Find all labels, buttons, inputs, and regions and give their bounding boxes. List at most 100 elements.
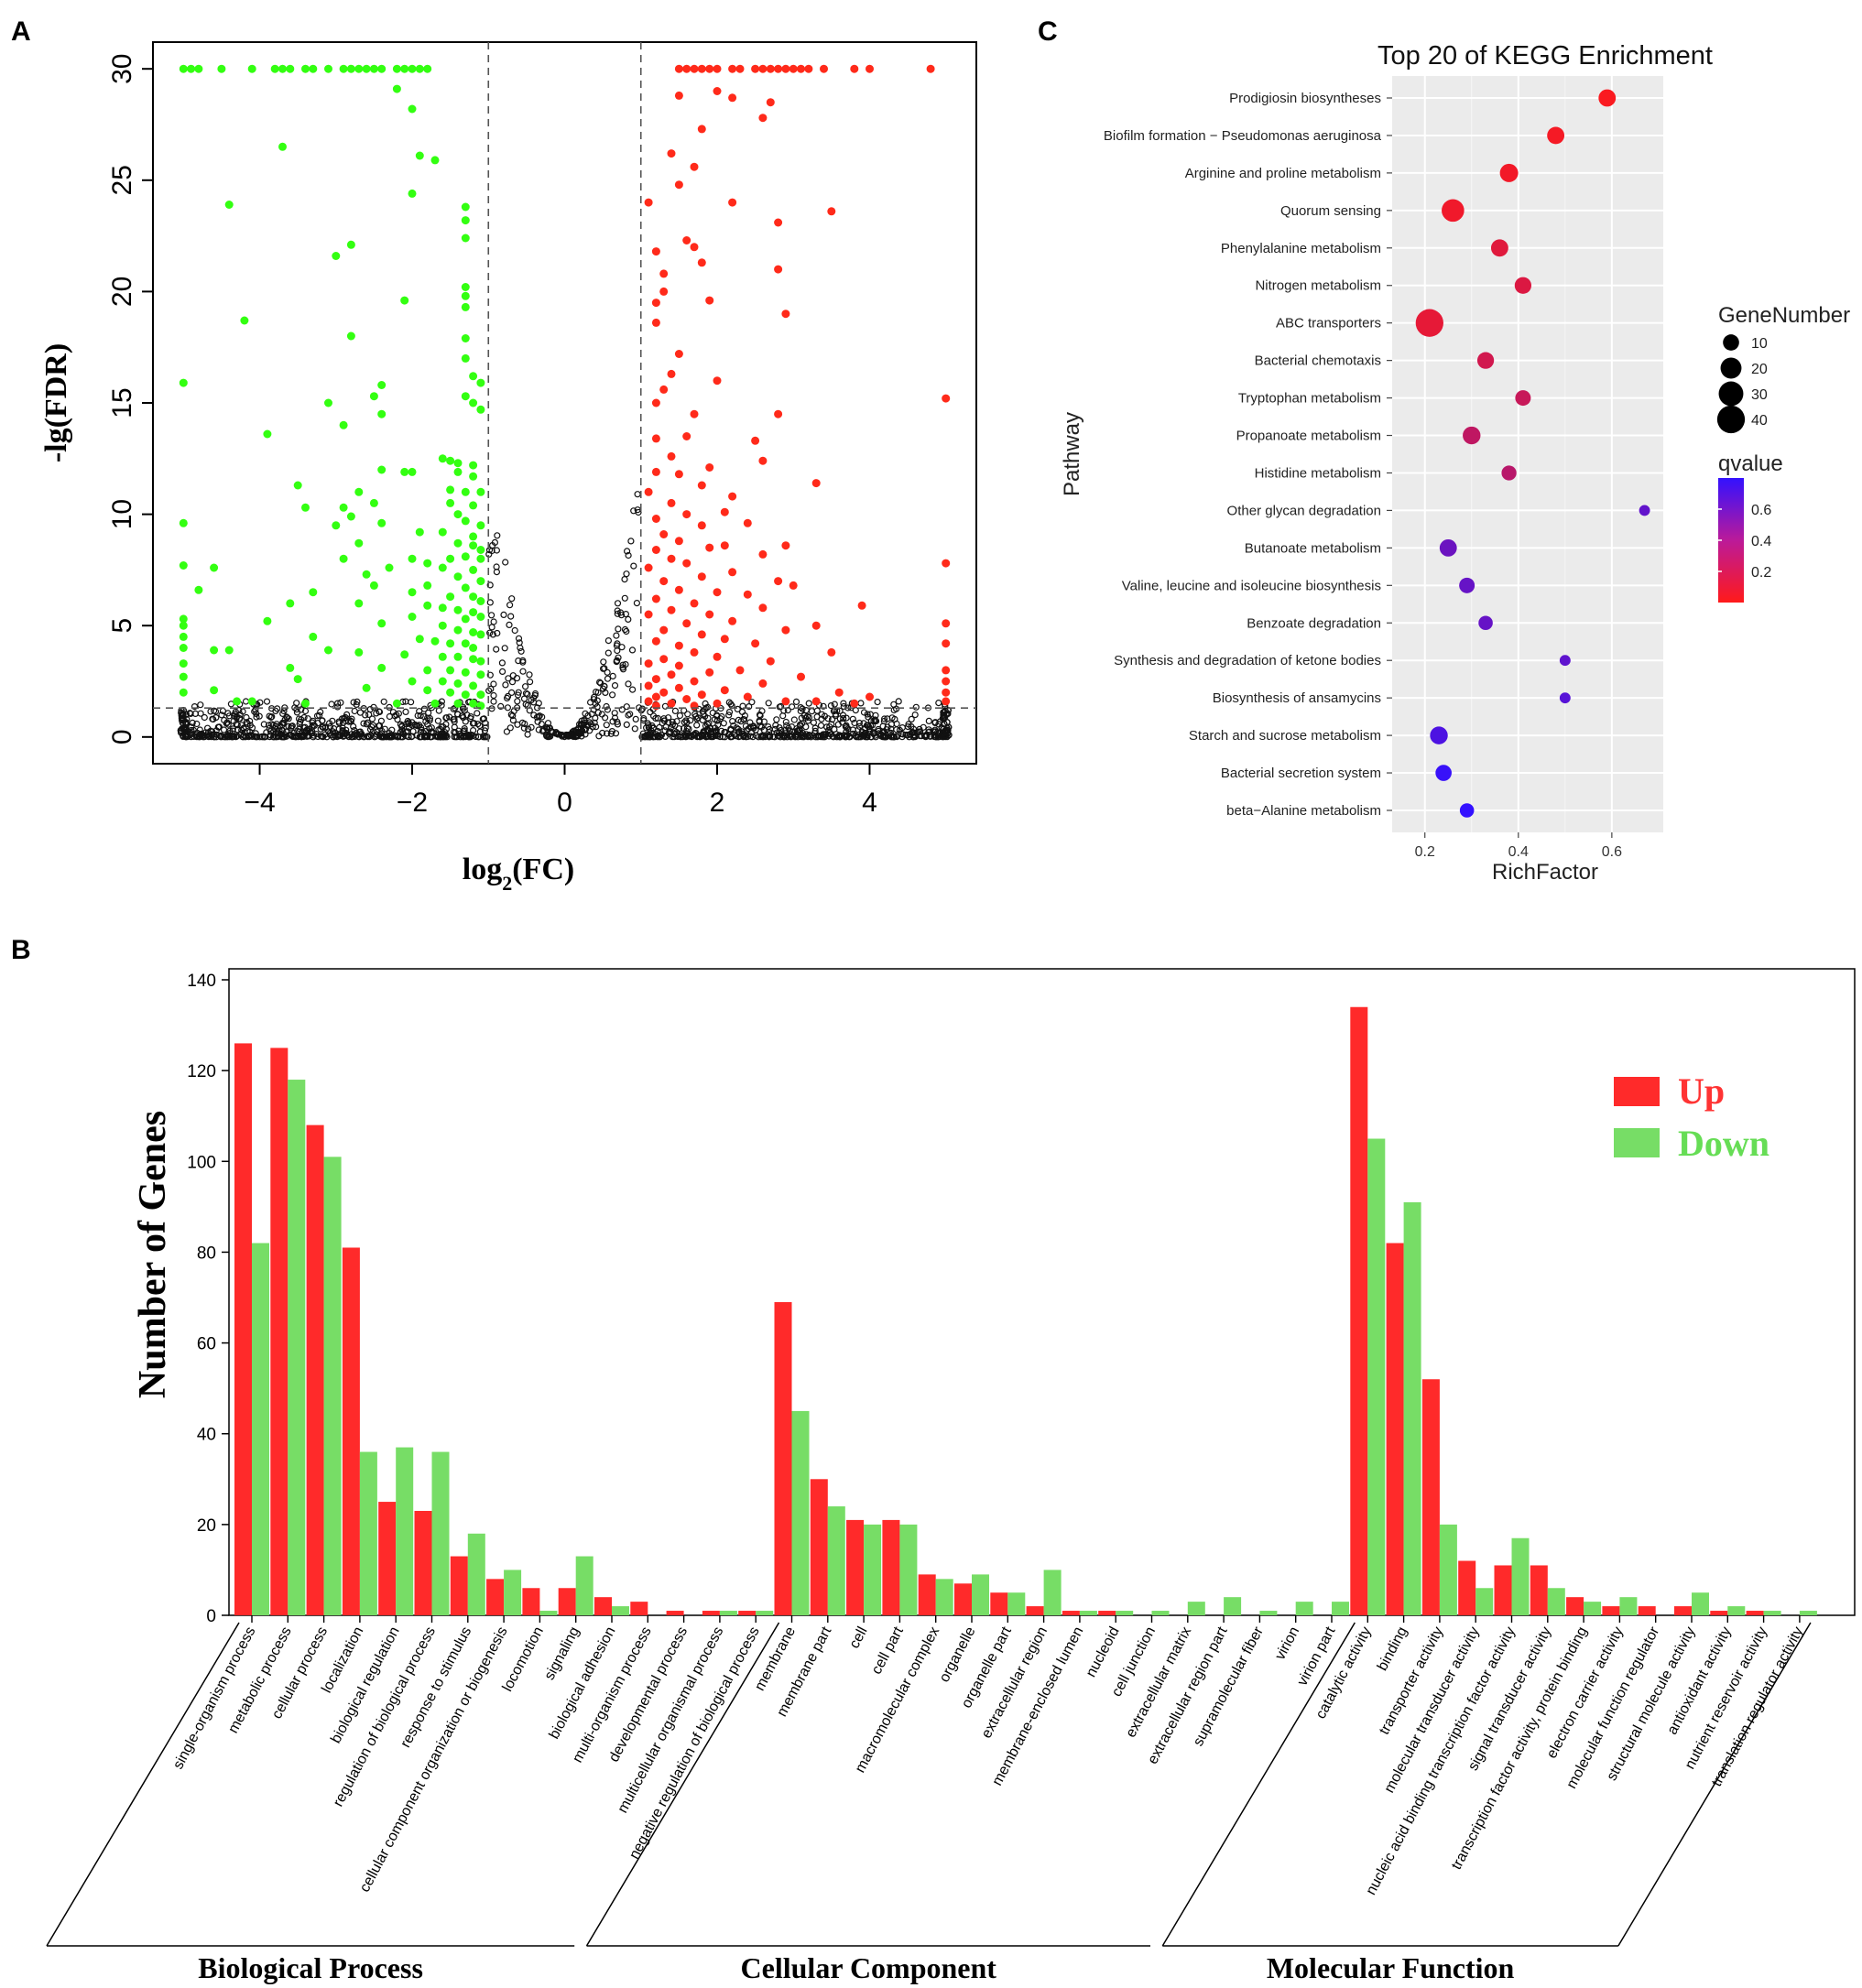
volcano-background-point — [772, 722, 779, 729]
volcano-background-point — [191, 702, 199, 711]
volcano-point-up — [758, 114, 768, 123]
volcano-background-point — [297, 718, 304, 726]
kegg-pathway-label: Quorum sensing — [1280, 203, 1381, 219]
volcano-point-down — [461, 353, 470, 363]
volcano-point-up — [827, 207, 836, 216]
volcano-background-point — [788, 703, 796, 711]
volcano-background-point — [486, 629, 494, 636]
volcano-y-tick-label: 10 — [107, 499, 137, 529]
volcano-background-point — [342, 713, 349, 722]
volcano-background-point — [515, 635, 523, 642]
volcano-background-point — [598, 711, 605, 718]
volcano-point-down — [469, 681, 478, 690]
volcano-background-point — [594, 709, 602, 716]
volcano-background-point — [792, 698, 800, 706]
volcano-background-point — [766, 733, 773, 741]
volcano-point-down — [377, 663, 387, 672]
go-bar-down — [1619, 1597, 1638, 1615]
go-bar-up — [558, 1588, 576, 1615]
volcano-point-up — [789, 64, 798, 73]
volcano-point-down — [332, 252, 341, 260]
volcano-background-point — [400, 731, 408, 738]
volcano-point-up — [682, 236, 691, 244]
volcano-point-down — [278, 64, 287, 73]
volcano-point-down — [438, 677, 447, 686]
volcano-background-point — [853, 733, 860, 741]
volcano-point-down — [339, 554, 348, 563]
volcano-background-point — [603, 702, 610, 711]
volcano-y-tick-label: 0 — [107, 729, 137, 744]
volcano-background-point — [272, 733, 279, 740]
volcano-background-point — [500, 611, 507, 619]
volcano-background-point — [887, 725, 895, 733]
volcano-point-down — [469, 592, 478, 602]
kegg-point — [1476, 352, 1495, 369]
volcano-background-point — [578, 733, 585, 740]
volcano-point-up — [682, 695, 691, 703]
volcano-background-point — [263, 729, 270, 736]
volcano-point-down — [354, 647, 364, 657]
volcano-background-point — [498, 668, 506, 676]
volcano-background-point — [526, 671, 533, 679]
volcano-background-point — [526, 678, 534, 686]
volcano-background-point — [623, 703, 630, 711]
volcano-background-point — [539, 727, 547, 735]
kegg-pathway-label: Phenylalanine metabolism — [1221, 241, 1381, 256]
volcano-background-point — [393, 712, 400, 719]
volcano-point-down — [469, 372, 478, 381]
go-bar-up — [666, 1611, 684, 1615]
volcano-background-point — [335, 720, 343, 727]
go-bar-down — [935, 1579, 953, 1615]
volcano-background-point — [870, 717, 877, 725]
volcano-point-down — [354, 487, 364, 496]
volcano-background-point — [867, 717, 876, 724]
volcano-background-point — [603, 722, 610, 729]
volcano-point-down — [247, 64, 256, 73]
volcano-point-up — [797, 672, 805, 681]
go-bar-down — [1151, 1611, 1170, 1615]
volcano-point-up — [659, 385, 669, 394]
volcano-background-point — [753, 732, 760, 740]
go-bar-up — [810, 1479, 828, 1615]
volcano-background-point — [586, 719, 593, 726]
volcano-background-point — [182, 732, 191, 739]
volcano-background-point — [575, 721, 583, 728]
volcano-point-down — [286, 599, 295, 608]
volcano-point-up — [690, 409, 699, 418]
volcano-point-down — [453, 572, 463, 581]
volcano-background-point — [531, 690, 539, 698]
volcano-point-up — [674, 641, 683, 650]
volcano-background-point — [451, 733, 458, 741]
volcano-point-up — [720, 686, 729, 695]
volcano-background-point — [408, 699, 415, 706]
volcano-point-down — [400, 64, 409, 73]
volcano-background-point — [525, 725, 532, 733]
volcano-point-down — [423, 559, 432, 568]
volcano-threshold-lines — [153, 42, 976, 764]
volcano-background-point — [442, 714, 450, 722]
volcano-background-point — [265, 722, 272, 729]
volcano-point-down — [362, 64, 371, 73]
volcano-background-point — [463, 712, 471, 719]
volcano-point-down — [179, 659, 188, 668]
volcano-point-up — [705, 543, 714, 552]
volcano-point-down — [476, 546, 485, 554]
volcano-point-up — [651, 515, 660, 523]
volcano-point-down — [446, 688, 455, 697]
volcano-background-point — [618, 706, 626, 713]
volcano-background-point — [776, 729, 783, 736]
volcano-point-up — [804, 64, 813, 73]
volcano-point-up — [866, 692, 874, 701]
kegg-point — [1442, 199, 1465, 223]
volcano-background-point — [727, 725, 735, 733]
volcano-point-up — [697, 630, 706, 639]
volcano-background-point — [855, 719, 864, 727]
volcano-background-point — [418, 726, 425, 733]
volcano-background-point — [581, 716, 588, 723]
volcano-background-point — [595, 679, 604, 686]
volcano-point-down — [224, 646, 234, 655]
volcano-background-point — [204, 724, 212, 732]
volcano-point-up — [659, 269, 669, 278]
volcano-y-axis: 0 5 10 15 20 25 30 — [107, 53, 153, 744]
volcano-point-up — [651, 675, 660, 684]
